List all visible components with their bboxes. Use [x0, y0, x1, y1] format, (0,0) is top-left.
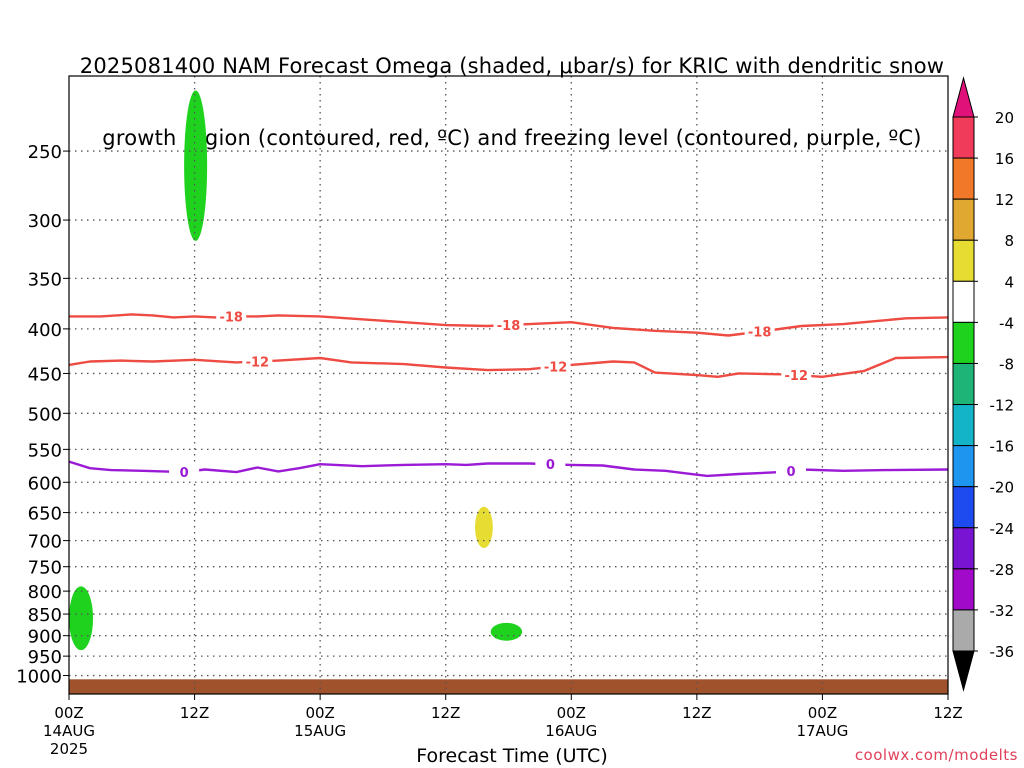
- shaded-region-1: [69, 586, 94, 651]
- x-tick-date: 14AUG: [43, 722, 95, 740]
- y-tick-label: 450: [28, 364, 62, 385]
- colorbar-segment-6: [952, 362, 975, 406]
- colorbar-label: -4: [999, 314, 1014, 332]
- contour-label: -18: [497, 319, 521, 334]
- contour-label: -12: [246, 355, 270, 370]
- colorbar-segment-12: [952, 609, 975, 652]
- contour-label-bg: [535, 456, 566, 473]
- contour-label: -18: [748, 326, 772, 341]
- contour-label: -18: [219, 311, 243, 326]
- colorbar-segment-2: [952, 198, 975, 241]
- y-tick-label: 250: [28, 142, 62, 163]
- contour-line-2: [68, 460, 949, 478]
- colorbar-top-arrow: [952, 76, 975, 118]
- colorbar-segment-11: [952, 568, 975, 611]
- title-line-2: growth region (contoured, red, ºC) and f…: [102, 126, 922, 150]
- contour-label-bg: [216, 308, 247, 325]
- colorbar-segment-5: [952, 321, 975, 364]
- contour-label: 0: [180, 466, 189, 481]
- x-tick-label: 00Z: [557, 704, 586, 722]
- colorbar-label: -20: [990, 479, 1015, 497]
- y-tick-label: 350: [28, 269, 62, 290]
- y-tick-label: 800: [28, 582, 62, 603]
- contour-label-bg: [169, 464, 200, 481]
- colorbar-segment-7: [952, 404, 975, 447]
- colorbar-segment-1: [952, 157, 975, 200]
- colorbar-label: -28: [990, 561, 1015, 579]
- contour-line-0: [69, 313, 949, 337]
- colorbar-label: -36: [990, 643, 1015, 661]
- colorbar-label: -32: [990, 602, 1015, 620]
- y-tick-label: 650: [28, 504, 62, 525]
- x-tick-label: 12Z: [933, 704, 962, 722]
- y-tick-label: 700: [28, 532, 62, 553]
- contour-label: -12: [544, 361, 568, 376]
- shaded-region-3: [475, 506, 493, 549]
- colorbar-label: 8: [1004, 232, 1014, 250]
- colorbar-label: 16: [995, 150, 1014, 168]
- colorbar-bottom-arrow: [952, 650, 975, 692]
- contour-line-1: [68, 355, 949, 378]
- colorbar-segment-0: [952, 116, 975, 159]
- x-tick-date: 15AUG: [294, 722, 346, 740]
- plot-frame: [68, 75, 949, 695]
- chart-title: 2025081400 NAM Forecast Omega (shaded, μ…: [0, 6, 1024, 174]
- contour-label-bg: [242, 353, 273, 370]
- shaded-region-2: [490, 622, 523, 641]
- credit-link[interactable]: coolwx.com/modelts: [854, 746, 1018, 764]
- y-tick-label: 400: [28, 320, 62, 341]
- shaded-region-0: [184, 90, 208, 241]
- x-tick-date: 17AUG: [796, 722, 848, 740]
- contour-label: 0: [546, 458, 555, 473]
- colorbar-segment-8: [952, 445, 975, 488]
- y-tick-label: 1000: [16, 667, 62, 688]
- x-tick-label: 12Z: [682, 704, 711, 722]
- x-tick-date: 16AUG: [545, 722, 597, 740]
- y-tick-label: 750: [28, 558, 62, 579]
- colorbar-label: -16: [990, 438, 1015, 456]
- contour-lines: -18 -18 -18 -12 -12 -12 0 0 0: [68, 308, 949, 481]
- colorbar-label: 12: [995, 191, 1014, 209]
- colorbar-segment-9: [952, 486, 975, 529]
- contour-label: -12: [785, 369, 809, 384]
- y-tick-label: 300: [28, 211, 62, 232]
- terrain-band: [69, 679, 948, 694]
- x-tick-label: 00Z: [305, 704, 334, 722]
- colorbar-label: 20: [995, 109, 1014, 127]
- colorbar-segment-10: [952, 527, 975, 570]
- x-tick-label: 12Z: [180, 704, 209, 722]
- colorbar-label: -12: [990, 397, 1015, 415]
- y-tick-label: 850: [28, 605, 62, 626]
- x-tick-year: 2025: [50, 740, 88, 758]
- y-tick-label: 900: [28, 627, 62, 648]
- contour-label-bg: [744, 323, 775, 340]
- x-axis-label: Forecast Time (UTC): [416, 745, 608, 767]
- y-tick-label: 500: [28, 404, 62, 425]
- colorbar-label: -8: [999, 355, 1014, 373]
- shaded-regions: [69, 90, 948, 694]
- title-line-1: 2025081400 NAM Forecast Omega (shaded, μ…: [79, 54, 945, 78]
- contour-label: 0: [787, 465, 796, 480]
- contour-label-bg: [540, 358, 571, 375]
- contour-label-bg: [776, 462, 807, 479]
- colorbar: 20 16 12 8 4 -4 -8 -12 -16 -20 -24 -28 -32 -36: [952, 76, 1015, 692]
- axes: 2503003504004505005506006507007508008509…: [16, 75, 963, 758]
- x-tick-label: 00Z: [808, 704, 837, 722]
- x-tick-label: 00Z: [54, 704, 83, 722]
- contour-label-bg: [781, 367, 812, 384]
- contour-label-bg: [493, 317, 524, 334]
- colorbar-segment-4: [952, 280, 975, 323]
- colorbar-segment-3: [952, 239, 975, 282]
- colorbar-label: 4: [1004, 273, 1014, 291]
- y-tick-label: 950: [28, 647, 62, 668]
- y-tick-label: 550: [28, 440, 62, 461]
- colorbar-label: -24: [990, 520, 1015, 538]
- y-tick-label: 600: [28, 473, 62, 494]
- x-tick-label: 12Z: [431, 704, 460, 722]
